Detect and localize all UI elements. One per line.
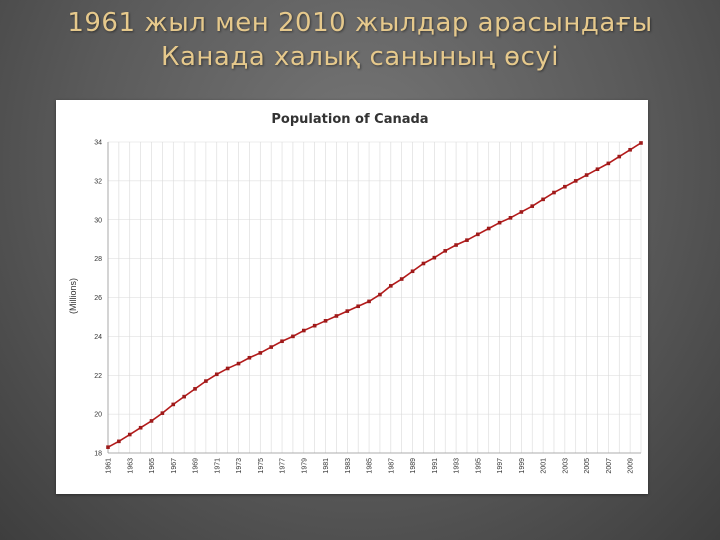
data-point — [410, 269, 415, 274]
x-tick-label: 1979 — [301, 458, 308, 474]
data-point — [214, 372, 219, 377]
population-series-line — [107, 142, 642, 448]
data-point — [236, 361, 241, 366]
data-point — [497, 220, 502, 225]
data-point — [247, 355, 252, 360]
data-point — [301, 328, 306, 333]
data-point — [639, 141, 643, 145]
chart-title: Population of Canada — [271, 112, 428, 127]
x-tick-label: 2007 — [606, 458, 613, 474]
data-point — [258, 351, 263, 355]
chart-panel: Population of Canada (Millions) 18 20 22 24… — [56, 100, 648, 494]
data-point — [225, 366, 230, 371]
data-point — [584, 173, 589, 177]
x-tick-label: 1989 — [410, 458, 417, 474]
series-layer — [106, 141, 643, 449]
data-point — [106, 445, 110, 449]
data-point — [334, 314, 339, 318]
data-point — [345, 309, 350, 313]
axis-layer: 18 20 22 24 26 28 30 32 34 1961 1963 1965 1967 1969 19… — [94, 140, 641, 474]
x-tick-label: 1969 — [193, 458, 200, 474]
y-tick-label: 34 — [94, 140, 102, 147]
x-tick-label: 2003 — [562, 458, 569, 474]
data-point — [617, 154, 622, 159]
x-tick-label: 1987 — [388, 458, 395, 474]
x-tick-label: 1971 — [214, 458, 221, 474]
data-point — [389, 284, 393, 288]
y-tick-label: 32 — [94, 178, 102, 185]
x-tick-label: 1961 — [106, 458, 113, 474]
y-tick-label: 22 — [94, 373, 102, 380]
x-tick-label: 1967 — [171, 458, 178, 474]
y-tick-label: 26 — [94, 295, 102, 302]
data-point — [160, 411, 165, 415]
data-point — [323, 319, 328, 323]
data-point — [508, 216, 513, 220]
data-point — [127, 432, 132, 437]
y-tick-label: 28 — [94, 256, 102, 263]
data-point — [476, 232, 480, 237]
x-tick-label: 2009 — [628, 458, 635, 474]
x-tick-label: 1993 — [454, 458, 461, 474]
data-point — [149, 419, 154, 423]
x-tick-label: 1997 — [497, 458, 504, 474]
x-tick-label: 2005 — [584, 458, 591, 474]
y-tick-label: 20 — [94, 412, 102, 419]
x-tick-label: 2001 — [541, 458, 548, 474]
data-point — [454, 243, 458, 247]
data-point — [399, 277, 404, 281]
data-point — [171, 402, 176, 407]
x-tick-label: 1973 — [236, 458, 243, 474]
population-line-chart: Population of Canada (Millions) 18 20 22 24… — [68, 112, 643, 474]
data-point — [595, 167, 600, 172]
data-point — [421, 261, 426, 266]
data-point — [138, 425, 143, 430]
y-tick-label: 24 — [94, 334, 102, 341]
data-point — [367, 299, 371, 304]
x-tick-label: 1977 — [280, 458, 287, 474]
slide-title: 1961 жыл мен 2010 жылдар арасындағы Кана… — [67, 8, 653, 72]
x-tick-label: 1995 — [475, 458, 482, 474]
data-point — [280, 339, 284, 344]
data-point — [573, 179, 578, 183]
data-point — [312, 323, 317, 328]
x-tick-label: 1975 — [258, 458, 265, 474]
data-point — [628, 147, 632, 152]
y-tick-label: 18 — [94, 451, 102, 458]
data-point — [443, 249, 448, 253]
x-tick-label: 1985 — [367, 458, 374, 474]
x-tick-label: 1965 — [149, 458, 156, 474]
x-tick-label: 1963 — [127, 458, 134, 474]
y-tick-label: 30 — [94, 217, 102, 224]
data-point — [563, 184, 567, 189]
data-point — [291, 334, 295, 339]
x-tick-label: 1983 — [345, 458, 352, 474]
data-point — [606, 161, 611, 166]
x-tick-label: 1991 — [432, 458, 439, 474]
data-point — [552, 190, 556, 195]
data-point — [204, 379, 208, 383]
y-axis-label: (Millions) — [68, 278, 78, 314]
data-point — [465, 238, 469, 242]
data-point — [269, 345, 273, 349]
data-point — [378, 292, 382, 297]
x-tick-label: 1981 — [323, 458, 330, 474]
x-tick-label: 1999 — [519, 458, 526, 474]
data-point — [541, 197, 545, 202]
data-point — [193, 387, 197, 391]
data-point — [356, 304, 360, 309]
data-point — [117, 439, 121, 444]
data-point — [182, 394, 186, 399]
data-point — [432, 255, 437, 260]
data-point — [486, 226, 491, 231]
data-point — [519, 210, 524, 214]
data-point — [530, 204, 535, 208]
